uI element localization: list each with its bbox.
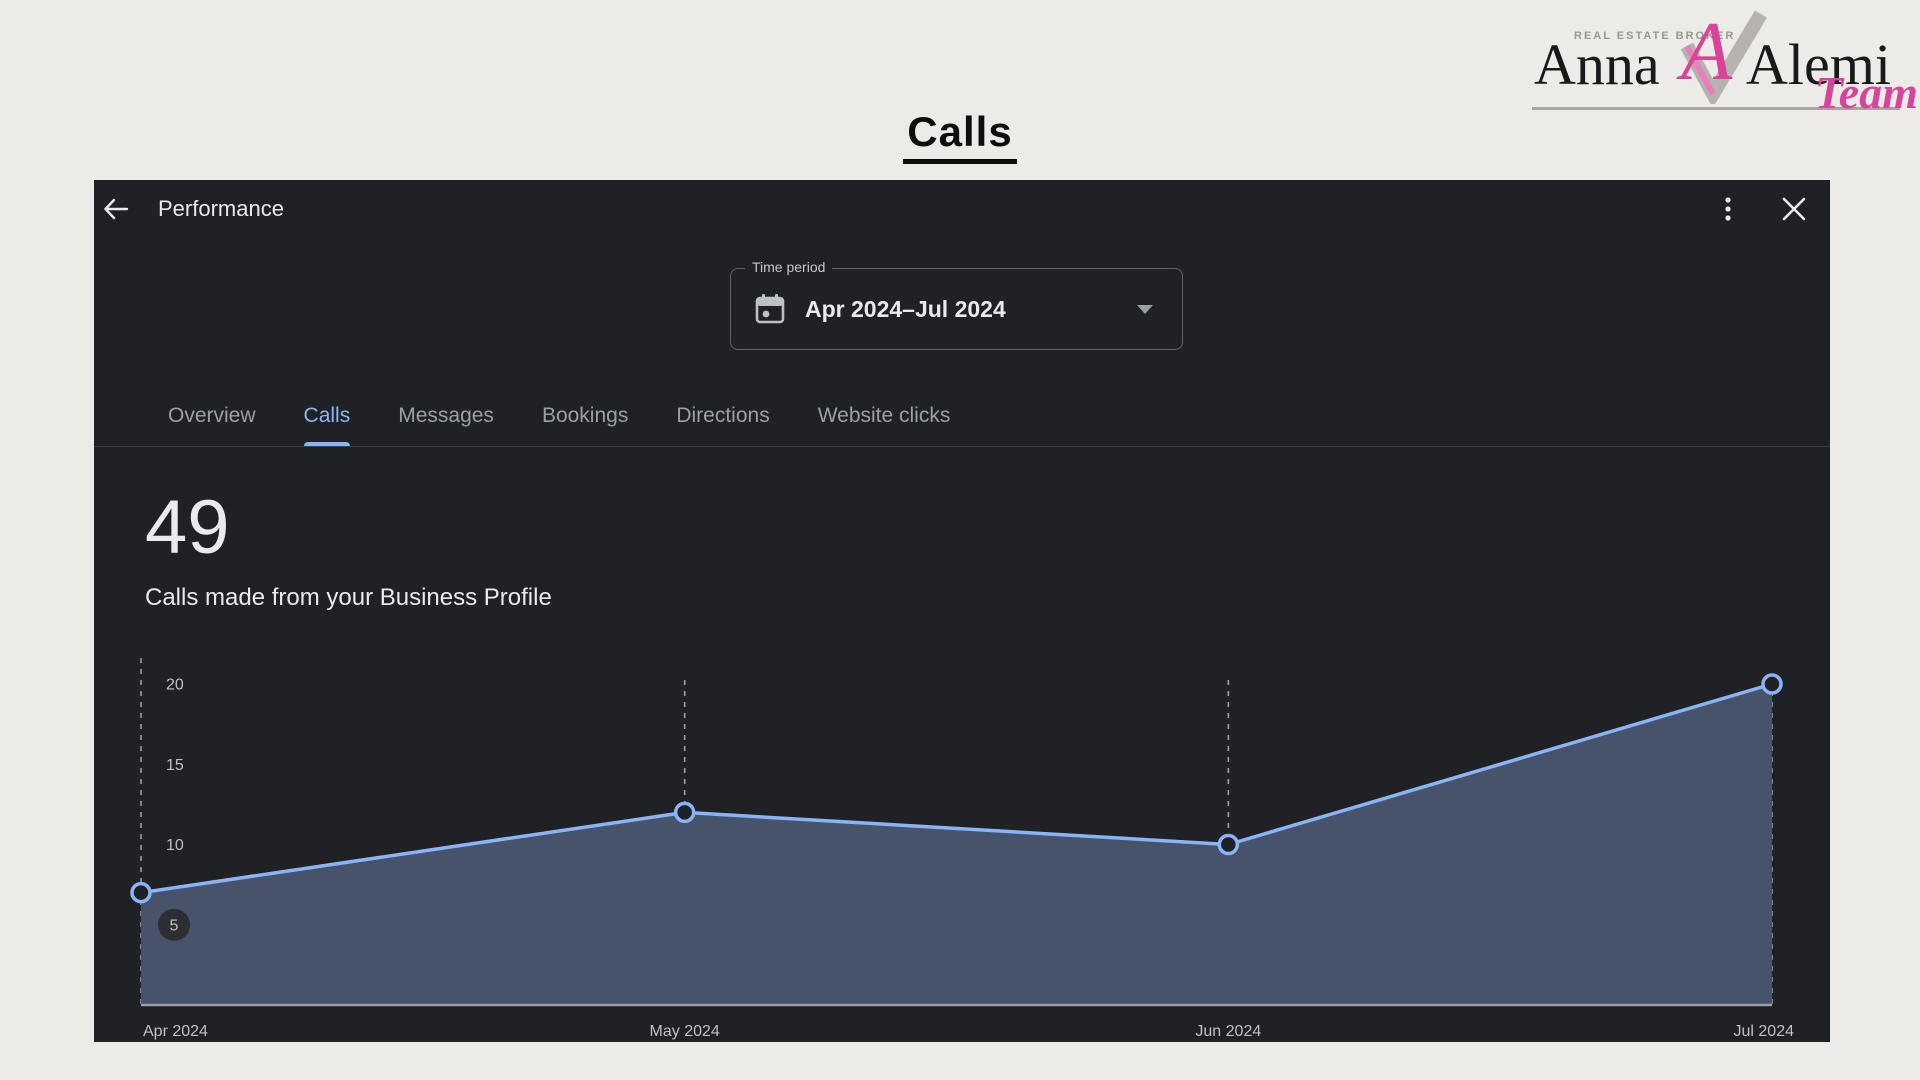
- data-point-may-2024[interactable]: [673, 801, 696, 824]
- vertical-ellipsis-icon: [1725, 197, 1731, 221]
- time-period-label: Time period: [745, 259, 833, 275]
- close-icon: [1782, 197, 1806, 221]
- tab-label: Website clicks: [817, 404, 951, 427]
- calendar-icon: [755, 294, 785, 324]
- metric-description: Calls made from your Business Profile: [145, 584, 552, 611]
- time-period-value: Apr 2024–Jul 2024: [805, 295, 1006, 322]
- tab-bar: Overview Calls Messages Bookings Directions W…: [144, 385, 974, 447]
- logo-last-name: Alemi: [1746, 32, 1891, 97]
- xtick-label-jun-2024: Jun 2024: [1195, 1023, 1261, 1040]
- back-button[interactable]: [98, 191, 134, 227]
- logo-first-name: Anna: [1534, 32, 1660, 97]
- tab-label: Bookings: [541, 404, 629, 427]
- xtick-label-jul-2024: Jul 2024: [1734, 1023, 1795, 1040]
- dialog-title: Performance: [158, 196, 284, 221]
- tab-label: Calls: [303, 404, 351, 427]
- active-tab-indicator: [303, 442, 351, 447]
- tab-label: Directions: [676, 404, 770, 427]
- brand-logo: REAL ESTATE BROKER Anna A Alemi Team: [1528, 8, 1920, 126]
- page-title: Calls: [0, 108, 1920, 164]
- logo-monogram: A: [1673, 8, 1769, 104]
- chevron-down-icon: [1137, 304, 1153, 314]
- logo-tagline: REAL ESTATE BROKER: [1574, 30, 1736, 42]
- more-options-button[interactable]: [1710, 191, 1746, 227]
- metric-total-calls: 49: [145, 485, 230, 570]
- ytick-label: 15: [166, 757, 184, 774]
- tab-messages[interactable]: Messages: [374, 385, 518, 447]
- page-title-text: Calls: [903, 108, 1017, 164]
- close-button[interactable]: [1776, 191, 1812, 227]
- tab-label: Messages: [398, 404, 494, 427]
- tab-overview[interactable]: Overview: [144, 385, 280, 447]
- data-point-jul-2024[interactable]: [1761, 673, 1783, 695]
- dialog-header: Performance: [94, 180, 1830, 238]
- time-period-select[interactable]: Time period Apr 2024–Jul 2024: [730, 259, 1183, 350]
- xtick-label-apr-2024: Apr 2024: [143, 1023, 208, 1040]
- area-fill: [141, 684, 1772, 1005]
- logo-divider: [1532, 107, 1900, 110]
- data-point-apr-2024[interactable]: [130, 881, 152, 904]
- ytick-label: 5: [170, 917, 179, 934]
- back-arrow-icon: [104, 198, 129, 220]
- tab-website-clicks[interactable]: Website clicks: [794, 385, 975, 447]
- xtick-label-may-2024: May 2024: [650, 1023, 720, 1040]
- data-point-jun-2024[interactable]: [1217, 833, 1240, 856]
- tab-bar-divider: [94, 446, 1830, 447]
- ytick-label: 20: [166, 677, 184, 694]
- logo-monogram-letter: A: [1681, 5, 1733, 98]
- tab-bookings[interactable]: Bookings: [518, 385, 652, 447]
- performance-dialog: 5 10 15 20 Apr 2024 May 2024 Jun 2024 Jul 2024 …: [94, 180, 1830, 1042]
- checkmark-icon: [1680, 10, 1768, 104]
- ytick-label: 10: [166, 837, 184, 854]
- tab-directions[interactable]: Directions: [652, 385, 793, 447]
- calls-area-chart: 5 10 15 20 Apr 2024 May 2024 Jun 2024 Jul 2024: [130, 658, 1795, 1040]
- ytick-badge: [158, 908, 190, 941]
- series-line: [139, 682, 1774, 895]
- tab-label: Overview: [168, 404, 256, 427]
- tab-calls[interactable]: Calls: [280, 385, 375, 447]
- logo-team-script: Team: [1814, 67, 1918, 118]
